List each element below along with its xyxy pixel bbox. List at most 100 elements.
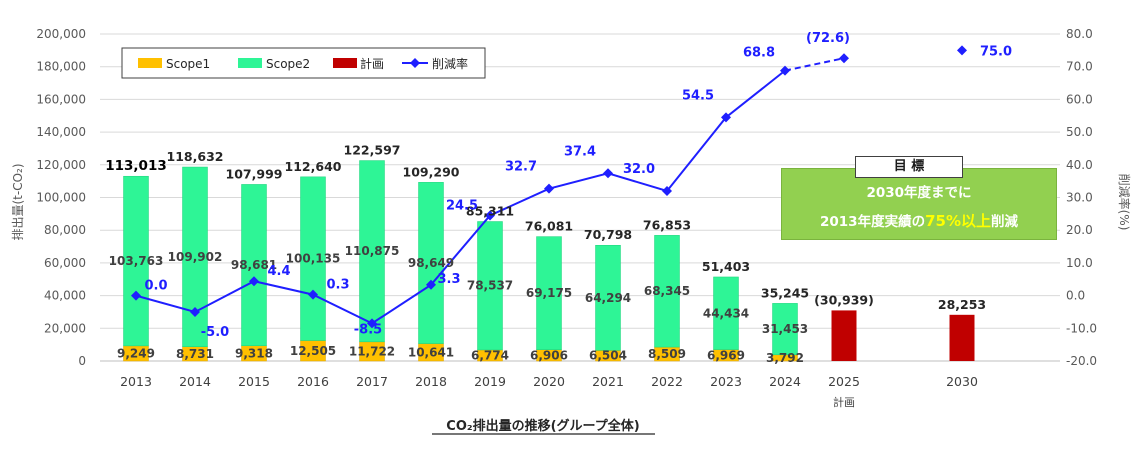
- scope1-label: 8,731: [176, 347, 214, 361]
- rate-label: 4.4: [267, 264, 290, 279]
- y-tick-label: 40,000: [44, 289, 86, 303]
- total-label: 28,253: [938, 297, 986, 312]
- scope1-label: 6,906: [530, 348, 568, 362]
- legend-label: 計画: [360, 56, 384, 71]
- total-label: (30,939): [814, 292, 874, 307]
- rate-label: 32.0: [623, 162, 655, 177]
- rate-point: [839, 53, 849, 64]
- y-tick-label: 80,000: [44, 223, 86, 237]
- y2-tick-label: 40.0: [1066, 158, 1093, 172]
- x-tick-label: 2015: [238, 374, 270, 389]
- rate-label: 32.7: [505, 160, 537, 175]
- y-axis-label: 排出量(t-CO₂): [11, 163, 25, 240]
- rate-label: 0.0: [144, 279, 167, 294]
- rate-line-solid: [135, 69, 786, 325]
- y-tick-label: 120,000: [36, 158, 86, 172]
- y2-tick-label: 10.0: [1066, 256, 1093, 270]
- rate-label: (72.6): [806, 31, 850, 46]
- x-tick-label: 2030: [946, 374, 978, 389]
- x-tick-label: 2019: [474, 374, 506, 389]
- scope2-label: 31,453: [762, 322, 808, 336]
- rate-label: 37.4: [564, 144, 596, 159]
- legend-label: Scope1: [166, 57, 210, 71]
- scope2-label: 109,902: [168, 250, 223, 264]
- x-tick-label: 2022: [651, 374, 683, 389]
- y-tick-label: 20,000: [44, 321, 86, 335]
- total-label: 112,640: [285, 159, 342, 174]
- total-label: 109,290: [403, 164, 460, 179]
- x-tick-label: 2016: [297, 374, 329, 389]
- rate-label: 0.3: [326, 278, 349, 293]
- scope2-bar: [536, 236, 562, 350]
- scope2-label: 64,294: [585, 291, 631, 305]
- scope2-bar: [123, 175, 149, 347]
- y2-tick-label: 60.0: [1066, 92, 1093, 106]
- total-label: 70,798: [584, 227, 632, 242]
- scope1-label: 11,722: [349, 344, 395, 358]
- x-tick-label: 2017: [356, 374, 388, 389]
- scope2-label: 44,434: [703, 306, 749, 320]
- target-highlight: 75%以上: [925, 212, 991, 230]
- y-tick-label: 60,000: [44, 256, 86, 270]
- y-tick-label: 180,000: [36, 60, 86, 74]
- rate-line-dashed: [784, 57, 845, 72]
- rate-label: -5.0: [201, 325, 229, 340]
- rate-label: 75.0: [980, 44, 1012, 59]
- scope2-label: 68,345: [644, 284, 690, 298]
- x-tick-label: 2021: [592, 374, 624, 389]
- y2-tick-label: 50.0: [1066, 125, 1093, 139]
- y2-tick-label: -10.0: [1066, 321, 1097, 335]
- scope1-label: 6,774: [471, 348, 509, 362]
- scope2-label: 110,875: [345, 244, 400, 258]
- scope1-label: 6,969: [707, 348, 745, 362]
- rate-label: -8.5: [354, 322, 382, 337]
- scope2-bar: [359, 160, 385, 343]
- y2-tick-label: 70.0: [1066, 60, 1093, 74]
- target-line-2: 2013年度実績の75%以上削減: [781, 210, 1057, 231]
- scope2-bar: [300, 176, 326, 341]
- rate-point: [131, 290, 141, 301]
- target-line-2-pre: 2013年度実績の: [820, 214, 926, 230]
- rate-point: [662, 185, 672, 196]
- rate-point: [780, 65, 790, 76]
- scope2-bar: [654, 235, 680, 348]
- total-label: 35,245: [761, 285, 809, 300]
- y-tick-label: 140,000: [36, 125, 86, 139]
- y-tick-label: 100,000: [36, 191, 86, 205]
- legend-swatch: [138, 58, 162, 68]
- rate-point: [721, 112, 731, 123]
- scope1-label: 8,509: [648, 347, 686, 361]
- y2-tick-label: 30.0: [1066, 191, 1093, 205]
- reduction-rate-line: [131, 45, 967, 329]
- legend-swatch: [238, 58, 262, 68]
- scope2-bar: [477, 221, 503, 351]
- total-label: 85,311: [466, 204, 514, 219]
- total-label: 51,403: [702, 259, 750, 274]
- x-tick-label: 2023: [710, 374, 742, 389]
- scope2-bar: [595, 244, 621, 351]
- y-tick-label: 160,000: [36, 92, 86, 106]
- rate-label: 24.5: [446, 198, 478, 213]
- total-label: 76,853: [643, 217, 691, 232]
- legend-swatch-marker: [410, 58, 420, 68]
- scope2-label: 78,537: [467, 279, 513, 293]
- legend-swatch: [333, 58, 357, 68]
- chart-title: CO₂排出量の推移(グループ全体): [446, 418, 639, 434]
- total-label: 107,999: [226, 166, 283, 181]
- y-tick-label: 0: [78, 354, 86, 368]
- total-label: 118,632: [167, 149, 224, 164]
- scope2-bar: [418, 182, 444, 344]
- rate-point: [190, 306, 200, 317]
- legend-label: 削減率: [432, 56, 468, 71]
- scope1-label: 9,318: [235, 346, 273, 360]
- y2-tick-label: 80.0: [1066, 27, 1093, 41]
- scope2-bar: [772, 303, 798, 356]
- rate-point: [249, 276, 259, 287]
- scope2-bar: [241, 184, 267, 347]
- rate-label: 54.5: [682, 88, 714, 103]
- scope1-label: 10,641: [408, 345, 454, 359]
- rate-label: 68.8: [743, 46, 775, 61]
- x-tick-label: 2014: [179, 374, 211, 389]
- scope1-label: 12,505: [290, 344, 336, 358]
